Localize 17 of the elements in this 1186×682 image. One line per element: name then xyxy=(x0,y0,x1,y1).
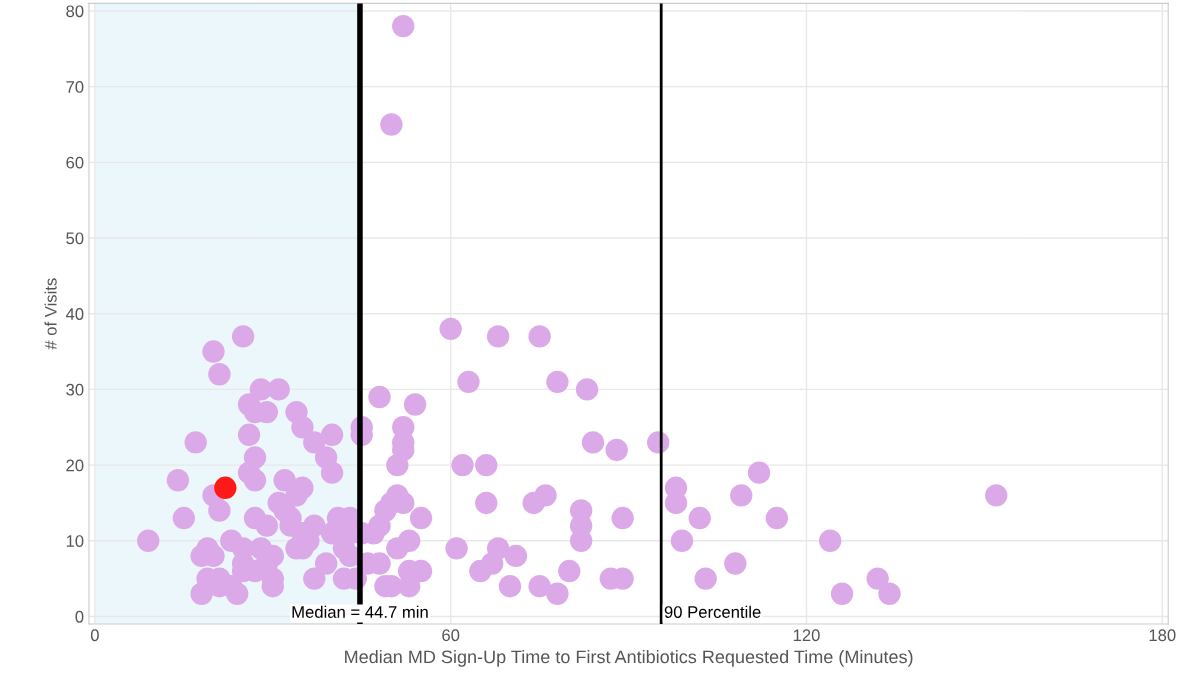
y-tick-label: 10 xyxy=(66,535,84,547)
x-tick-label: 0 xyxy=(90,629,99,642)
x-tick-label: 180 xyxy=(1149,629,1176,642)
y-tick-label: 30 xyxy=(66,383,84,396)
y-tick-label: 20 xyxy=(66,459,84,472)
x-axis-title: Median MD Sign-Up Time to First Antibiotics Requested Time (Minutes) xyxy=(345,649,913,667)
ref-line-label: 90 Percentile xyxy=(664,605,761,618)
y-tick-label: 50 xyxy=(66,232,84,245)
y-tick-label: 0 xyxy=(75,610,84,623)
x-tick-label: 120 xyxy=(793,629,820,642)
y-tick-label: 40 xyxy=(65,308,84,320)
y-tick-label: 60 xyxy=(66,156,84,169)
ref-line-label: Median = 44.7 min xyxy=(292,605,428,618)
y-tick-label: 80 xyxy=(66,5,84,18)
x-tick-label: 60 xyxy=(442,629,460,642)
y-axis-title: # of Visits xyxy=(44,278,57,350)
y-tick-label: 70 xyxy=(66,81,84,93)
